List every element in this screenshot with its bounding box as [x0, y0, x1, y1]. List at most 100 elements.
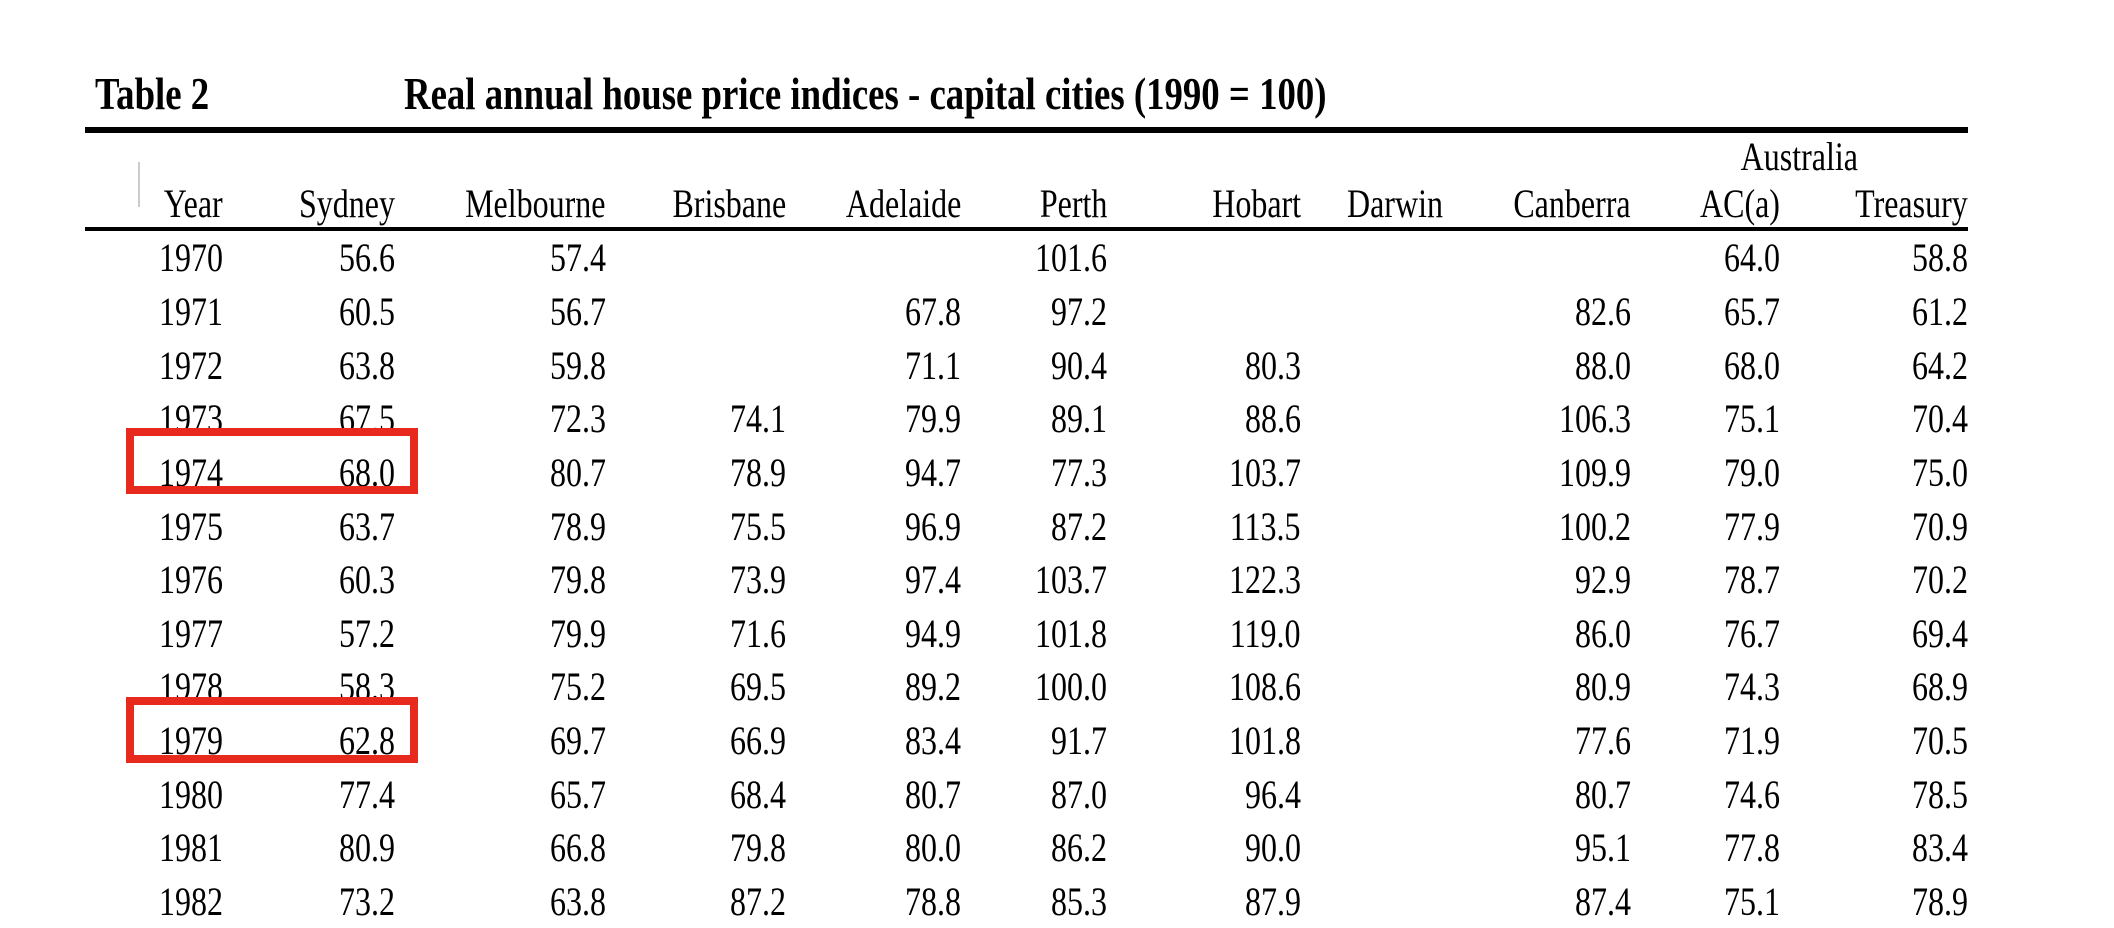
- cell-text: 75.5: [730, 503, 786, 549]
- cell-text: 67.8: [905, 288, 961, 334]
- cell-text: 87.4: [1575, 879, 1631, 924]
- cell-perth-1977: 101.8: [961, 606, 1107, 660]
- cell-perth-1980: 87.0: [961, 767, 1107, 821]
- cell-text: 86.2: [1051, 825, 1107, 871]
- cell-hobart-1977: 119.0: [1107, 606, 1301, 660]
- cell-text: 63.7: [339, 503, 395, 549]
- cell-perth-1979: 91.7: [961, 714, 1107, 768]
- cell-text: 87.0: [1051, 771, 1107, 817]
- cell-text: 83.4: [1912, 825, 1968, 871]
- cell-hobart-1982: 87.9: [1107, 875, 1301, 928]
- cell-perth-1978: 100.0: [961, 660, 1107, 714]
- cell-text: 82.6: [1575, 288, 1631, 334]
- table-number-label: Table 2: [95, 70, 238, 118]
- cell-text: 75.0: [1912, 449, 1968, 495]
- cell-perth-1972: 90.4: [961, 338, 1107, 392]
- cell-hobart-1972: 80.3: [1107, 338, 1301, 392]
- cell-aca-1981: 77.8: [1631, 821, 1780, 875]
- cell-canberra-1973: 106.3: [1443, 392, 1631, 446]
- cell-text: 58.8: [1912, 235, 1968, 281]
- cell-text: 94.9: [905, 610, 961, 656]
- table-title-text: Real annual house price indices - capita…: [404, 68, 1327, 119]
- cell-text: 90.0: [1245, 825, 1301, 871]
- cell-year-1975: 1975: [85, 499, 223, 553]
- cell-aca-1976: 78.7: [1631, 553, 1780, 607]
- cell-treasury-1970: 58.8: [1780, 229, 1968, 285]
- cell-text: 91.7: [1051, 718, 1107, 764]
- cell-perth-1973: 89.1: [961, 392, 1107, 446]
- cell-text: 1980: [159, 771, 223, 817]
- cell-text: 70.5: [1912, 718, 1968, 764]
- cell-text: 79.8: [730, 825, 786, 871]
- table-title: Real annual house price indices - capita…: [404, 70, 1557, 118]
- cell-melbourne-1974: 80.7: [395, 446, 606, 500]
- cell-darwin-1978: [1301, 660, 1443, 714]
- cell-darwin-1970: [1301, 229, 1443, 285]
- cell-brisbane-1970: [606, 229, 786, 285]
- cell-canberra-1976: 92.9: [1443, 553, 1631, 607]
- cell-text: 80.9: [1575, 664, 1631, 710]
- cell-text: 69.4: [1912, 610, 1968, 656]
- cell-text: 68.4: [730, 771, 786, 817]
- cell-year-1971: 1971: [85, 285, 223, 339]
- cell-text: 101.8: [1229, 718, 1301, 764]
- cell-year-1977: 1977: [85, 606, 223, 660]
- cell-treasury-1976: 70.2: [1780, 553, 1968, 607]
- cell-text: 74.1: [730, 396, 786, 442]
- cell-text: 79.9: [905, 396, 961, 442]
- cell-hobart-1970: [1107, 229, 1301, 285]
- cell-text: 1975: [159, 503, 223, 549]
- cell-perth-1974: 77.3: [961, 446, 1107, 500]
- cell-darwin-1971: [1301, 285, 1443, 339]
- cell-melbourne-1976: 79.8: [395, 553, 606, 607]
- cell-text: 79.9: [550, 610, 606, 656]
- cell-brisbane-1979: 66.9: [606, 714, 786, 768]
- cell-text: 101.8: [1035, 610, 1107, 656]
- cell-text: 78.9: [730, 449, 786, 495]
- cell-year-1982: 1982: [85, 875, 223, 928]
- column-header-brisbane: Brisbane: [606, 180, 786, 231]
- cell-text: 86.0: [1575, 610, 1631, 656]
- cell-sydney-1971: 60.5: [223, 285, 395, 339]
- cell-text: 80.3: [1245, 342, 1301, 388]
- column-header-aca: AC(a): [1631, 180, 1780, 231]
- cell-text: 57.2: [339, 610, 395, 656]
- cell-text: 87.2: [730, 879, 786, 924]
- cell-text: 1976: [159, 557, 223, 603]
- cell-text: 69.7: [550, 718, 606, 764]
- cell-adelaide-1978: 89.2: [786, 660, 961, 714]
- cell-treasury-1981: 83.4: [1780, 821, 1968, 875]
- column-header-hobart: Hobart: [1107, 180, 1301, 231]
- cell-treasury-1980: 78.5: [1780, 767, 1968, 821]
- cell-year-1970: 1970: [85, 229, 223, 285]
- cell-text: 63.8: [339, 342, 395, 388]
- cell-brisbane-1975: 75.5: [606, 499, 786, 553]
- column-header-adelaide: Adelaide: [786, 180, 961, 231]
- cell-text: 100.0: [1035, 664, 1107, 710]
- cell-aca-1974: 79.0: [1631, 446, 1780, 500]
- cell-text: 94.7: [905, 449, 961, 495]
- cell-text: 78.9: [1912, 879, 1968, 924]
- cell-canberra-1978: 80.9: [1443, 660, 1631, 714]
- cell-canberra-1980: 80.7: [1443, 767, 1631, 821]
- cell-sydney-1981: 80.9: [223, 821, 395, 875]
- cell-adelaide-1979: 83.4: [786, 714, 961, 768]
- cell-darwin-1982: [1301, 875, 1443, 928]
- cell-text: 71.9: [1724, 718, 1780, 764]
- cell-text: 79.0: [1724, 449, 1780, 495]
- cell-darwin-1974: [1301, 446, 1443, 500]
- cell-text: 101.6: [1035, 235, 1107, 281]
- cell-aca-1978: 74.3: [1631, 660, 1780, 714]
- cell-text: 96.9: [905, 503, 961, 549]
- cell-melbourne-1970: 57.4: [395, 229, 606, 285]
- cell-hobart-1975: 113.5: [1107, 499, 1301, 553]
- table-row-1972: 1972 63.8 59.8 71.1 90.4 80.3 88.0 68.0 64.2: [85, 338, 1968, 392]
- highlight-box-row-1974: [126, 428, 418, 494]
- cell-text: 75.1: [1724, 396, 1780, 442]
- cell-aca-1972: 68.0: [1631, 338, 1780, 392]
- table-row-1975: 1975 63.7 78.9 75.5 96.9 87.2 113.5 100.2 77.9 70…: [85, 499, 1968, 553]
- cell-text: 77.9: [1724, 503, 1780, 549]
- cell-perth-1970: 101.6: [961, 229, 1107, 285]
- cell-brisbane-1980: 68.4: [606, 767, 786, 821]
- cell-adelaide-1975: 96.9: [786, 499, 961, 553]
